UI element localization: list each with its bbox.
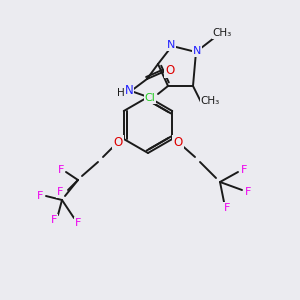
Text: O: O xyxy=(165,64,175,77)
Text: Cl: Cl xyxy=(145,93,155,103)
Text: F: F xyxy=(37,191,43,201)
Text: CH₃: CH₃ xyxy=(200,96,220,106)
Text: O: O xyxy=(113,136,123,148)
Text: N: N xyxy=(167,40,175,50)
Text: H: H xyxy=(117,88,125,98)
Text: O: O xyxy=(173,136,183,148)
Text: CH₃: CH₃ xyxy=(212,28,232,38)
Text: F: F xyxy=(241,165,247,175)
Text: F: F xyxy=(75,218,81,228)
Text: N: N xyxy=(193,46,201,56)
Text: F: F xyxy=(51,215,57,225)
Text: N: N xyxy=(124,83,134,97)
Text: F: F xyxy=(245,187,251,197)
Text: F: F xyxy=(58,165,64,175)
Text: F: F xyxy=(57,187,63,197)
Text: F: F xyxy=(224,203,230,213)
